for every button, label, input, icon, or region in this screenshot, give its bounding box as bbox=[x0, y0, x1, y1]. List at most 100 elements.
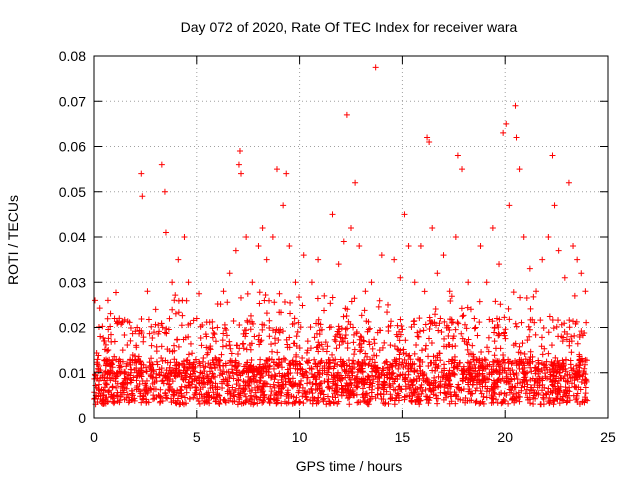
roti-background-point bbox=[204, 379, 211, 386]
roti-background-point bbox=[228, 362, 235, 369]
roti-data-point bbox=[574, 256, 581, 263]
roti-background-point bbox=[411, 367, 418, 374]
roti-background-point bbox=[159, 324, 166, 331]
roti-background-point bbox=[263, 310, 270, 317]
roti-background-point bbox=[300, 400, 307, 407]
roti-background-point bbox=[579, 373, 586, 380]
roti-background-point bbox=[530, 400, 537, 407]
roti-background-point bbox=[343, 362, 350, 369]
roti-data-point bbox=[368, 279, 375, 286]
roti-background-point bbox=[393, 373, 400, 380]
roti-background-point bbox=[528, 387, 535, 394]
roti-background-point bbox=[538, 360, 545, 367]
roti-background-point bbox=[323, 371, 330, 378]
roti-background-point bbox=[379, 344, 386, 351]
roti-background-point bbox=[376, 375, 383, 382]
roti-data-point bbox=[189, 365, 196, 372]
roti-background-point bbox=[523, 386, 530, 393]
roti-background-point bbox=[384, 374, 391, 381]
roti-background-point bbox=[538, 366, 545, 373]
roti-background-point bbox=[270, 381, 277, 388]
roti-background-point bbox=[528, 368, 535, 375]
roti-background-point bbox=[478, 349, 485, 356]
roti-background-point bbox=[566, 371, 573, 378]
roti-background-point bbox=[350, 392, 357, 399]
roti-background-point bbox=[465, 388, 472, 395]
roti-background-point bbox=[275, 388, 282, 395]
roti-background-point bbox=[326, 356, 333, 363]
roti-background-point bbox=[331, 390, 338, 397]
roti-background-point bbox=[303, 349, 310, 356]
roti-data-point bbox=[440, 252, 447, 259]
roti-background-point bbox=[489, 358, 496, 365]
roti-background-point bbox=[530, 293, 537, 300]
roti-background-point bbox=[560, 361, 567, 368]
roti-background-point bbox=[479, 370, 486, 377]
roti-background-point bbox=[555, 361, 562, 368]
roti-background-point bbox=[224, 378, 231, 385]
roti-background-point bbox=[491, 325, 498, 332]
roti-background-point bbox=[559, 357, 566, 364]
roti-background-point bbox=[173, 389, 180, 396]
roti-background-point bbox=[527, 400, 534, 407]
roti-background-point bbox=[179, 312, 186, 319]
roti-background-point bbox=[503, 369, 510, 376]
roti-background-point bbox=[426, 325, 433, 332]
roti-background-point bbox=[490, 389, 497, 396]
y-tick-label: 0 bbox=[78, 410, 86, 426]
roti-background-point bbox=[136, 380, 143, 387]
roti-background-point bbox=[369, 382, 376, 389]
roti-background-point bbox=[538, 343, 545, 350]
roti-background-point bbox=[127, 337, 134, 344]
roti-background-point bbox=[105, 346, 112, 353]
roti-background-point bbox=[583, 377, 590, 384]
roti-background-point bbox=[213, 398, 220, 405]
roti-background-point bbox=[344, 345, 351, 352]
roti-background-point bbox=[332, 338, 339, 345]
roti-background-point bbox=[515, 349, 522, 356]
roti-background-point bbox=[217, 366, 224, 373]
roti-background-point bbox=[219, 378, 226, 385]
roti-background-point bbox=[362, 350, 369, 357]
roti-background-point bbox=[571, 332, 578, 339]
roti-background-point bbox=[247, 362, 254, 369]
roti-background-point bbox=[314, 295, 321, 302]
roti-background-point bbox=[457, 359, 464, 366]
roti-background-point bbox=[417, 384, 424, 391]
roti-background-point bbox=[185, 321, 192, 328]
roti-background-point bbox=[294, 360, 301, 367]
roti-background-point bbox=[232, 357, 239, 364]
roti-background-point bbox=[174, 372, 181, 379]
roti-data-point bbox=[555, 247, 562, 254]
roti-background-point bbox=[194, 395, 201, 402]
roti-background-point bbox=[476, 380, 483, 387]
roti-background-point bbox=[540, 396, 547, 403]
roti-background-point bbox=[212, 380, 219, 387]
roti-background-point bbox=[185, 351, 192, 358]
roti-background-point bbox=[264, 381, 271, 388]
roti-background-point bbox=[144, 389, 151, 396]
roti-data-point bbox=[397, 274, 404, 281]
y-tick-label: 0.01 bbox=[59, 365, 86, 381]
roti-background-point bbox=[100, 400, 107, 407]
roti-background-point bbox=[435, 373, 442, 380]
roti-background-point bbox=[267, 392, 274, 399]
roti-data-point bbox=[411, 279, 418, 286]
roti-background-point bbox=[320, 395, 327, 402]
roti-background-point bbox=[546, 400, 553, 407]
roti-background-point bbox=[105, 369, 112, 376]
roti-background-point bbox=[209, 357, 216, 364]
roti-background-point bbox=[273, 397, 280, 404]
roti-data-point bbox=[97, 333, 104, 340]
roti-background-point bbox=[153, 348, 160, 355]
roti-background-point bbox=[574, 376, 581, 383]
roti-background-point bbox=[451, 364, 458, 371]
roti-background-point bbox=[208, 365, 215, 372]
roti-background-point bbox=[165, 381, 172, 388]
roti-background-point bbox=[486, 361, 493, 368]
roti-background-point bbox=[339, 376, 346, 383]
roti-background-point bbox=[574, 390, 581, 397]
roti-background-point bbox=[338, 389, 345, 396]
roti-background-point bbox=[94, 356, 101, 363]
roti-background-point bbox=[521, 351, 528, 358]
